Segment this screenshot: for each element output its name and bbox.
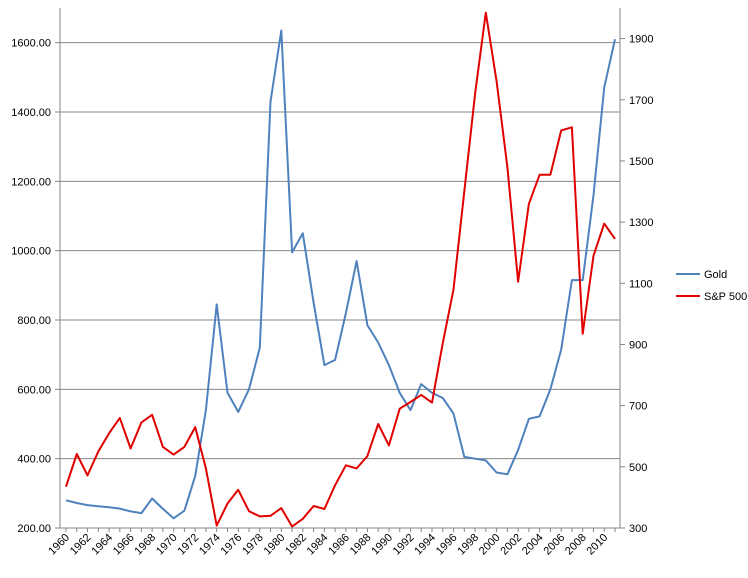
x-tick-label: 2002 (498, 532, 524, 558)
x-tick-label: 1968 (132, 532, 158, 558)
left-y-tick-label: 1600.00 (11, 38, 51, 50)
x-tick-label: 1978 (240, 532, 266, 558)
x-tick-label: 1972 (175, 532, 201, 558)
x-tick-label: 1962 (68, 532, 94, 558)
left-y-axis-tick-labels: 200.00 400.00 600.00 800.00 1000.00 1200.00 14… (11, 38, 60, 535)
x-tick-label: 2006 (541, 532, 567, 558)
x-tick-label: 1970 (154, 532, 180, 558)
legend-label: Gold (704, 269, 727, 281)
left-y-tick-label: 800.00 (17, 315, 51, 327)
x-tick-label: 1996 (434, 532, 460, 558)
x-tick-label: 1994 (412, 532, 438, 558)
left-y-tick-label: 200.00 (17, 523, 51, 535)
right-y-tick-label: 1500 (629, 156, 653, 168)
legend: Gold S&P 500 (676, 269, 747, 303)
gridlines (60, 42, 620, 460)
left-y-tick-label: 1200.00 (11, 176, 51, 188)
x-tick-label: 1986 (326, 532, 352, 558)
x-tick-label: 1964 (89, 532, 115, 558)
x-tick-label: 1974 (197, 532, 223, 558)
x-tick-label: 2010 (585, 532, 611, 558)
series-line-s-p-500 (65, 11, 616, 528)
right-y-tick-label: 300 (629, 523, 647, 535)
x-tick-label: 2008 (563, 532, 589, 558)
x-tick-label: 1984 (305, 532, 331, 558)
right-y-tick-label: 1100 (629, 278, 653, 290)
legend-label: S&P 500 (704, 291, 747, 303)
x-tick-label: 2000 (477, 532, 503, 558)
right-y-axis-tick-labels: 300 500 700 900 1100 1300 1500 1700 1900 (620, 34, 653, 535)
right-y-tick-label: 700 (629, 401, 647, 413)
x-tick-label: 1982 (283, 532, 309, 558)
x-tick-label: 1990 (369, 532, 395, 558)
left-y-tick-label: 600.00 (17, 384, 51, 396)
x-tick-label: 1992 (391, 532, 417, 558)
series-line-gold (65, 29, 616, 520)
x-tick-label: 1976 (219, 532, 245, 558)
right-y-tick-label: 1300 (629, 217, 653, 229)
left-y-tick-label: 1000.00 (11, 246, 51, 258)
left-y-tick-label: 1400.00 (11, 107, 51, 119)
right-y-tick-label: 900 (629, 339, 647, 351)
right-y-tick-label: 1900 (629, 34, 653, 46)
right-y-tick-label: 500 (629, 462, 647, 474)
x-tick-label: 1966 (111, 532, 137, 558)
left-y-tick-label: 400.00 (17, 454, 51, 466)
x-axis-tick-labels: 1960196219641966196819701972197419761978… (46, 528, 616, 558)
right-y-tick-label: 1700 (629, 95, 653, 107)
axes (59, 8, 621, 529)
x-tick-label: 1988 (348, 532, 374, 558)
x-tick-label: 1980 (262, 532, 288, 558)
x-tick-label: 1960 (46, 532, 72, 558)
x-tick-label: 2004 (520, 532, 546, 558)
x-tick-label: 1998 (455, 532, 481, 558)
series-lines (65, 11, 616, 528)
